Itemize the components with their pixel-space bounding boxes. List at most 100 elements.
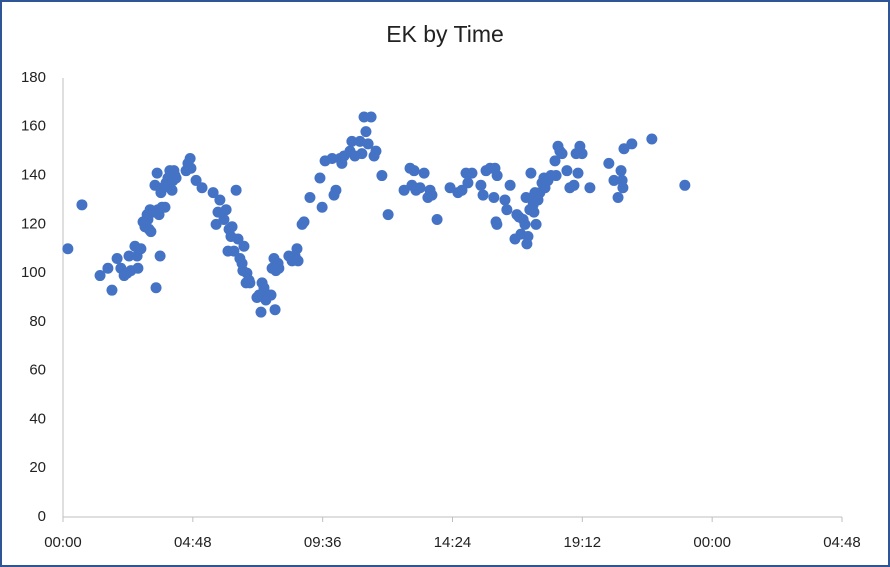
point xyxy=(232,233,244,245)
point xyxy=(346,135,358,147)
point xyxy=(572,167,584,179)
point xyxy=(519,218,531,230)
point xyxy=(561,165,573,177)
point xyxy=(556,148,568,160)
point xyxy=(326,152,338,164)
point xyxy=(679,179,691,191)
point xyxy=(618,143,630,155)
point xyxy=(150,282,162,294)
y-tick-label: 120 xyxy=(21,215,46,232)
point xyxy=(528,206,540,218)
point xyxy=(568,179,580,191)
point xyxy=(370,145,382,157)
point xyxy=(76,199,88,211)
point xyxy=(304,192,316,204)
point xyxy=(615,165,627,177)
point xyxy=(265,289,277,301)
point xyxy=(612,192,624,204)
point xyxy=(159,201,171,213)
point xyxy=(426,189,438,201)
y-tick-label: 0 xyxy=(38,508,46,525)
point xyxy=(166,184,178,196)
point xyxy=(431,213,443,225)
point xyxy=(501,204,513,216)
point xyxy=(316,201,328,213)
point xyxy=(102,262,114,274)
point xyxy=(356,148,368,160)
point xyxy=(488,192,500,204)
point xyxy=(230,184,242,196)
point xyxy=(362,138,374,150)
point xyxy=(255,306,267,318)
point xyxy=(522,231,534,243)
x-tick-label: 04:48 xyxy=(823,534,861,551)
point xyxy=(382,209,394,221)
point xyxy=(491,218,503,230)
point xyxy=(228,245,240,257)
point xyxy=(132,262,144,274)
point xyxy=(170,172,182,184)
point xyxy=(491,170,503,182)
point xyxy=(603,157,615,169)
point xyxy=(530,218,542,230)
point xyxy=(414,182,426,194)
point xyxy=(94,270,106,282)
y-tick-label: 180 xyxy=(21,69,46,86)
y-tick-label: 60 xyxy=(29,362,46,379)
point xyxy=(626,138,638,150)
point xyxy=(151,167,163,179)
point xyxy=(273,262,285,274)
point xyxy=(398,184,410,196)
point xyxy=(466,167,478,179)
point xyxy=(444,182,456,194)
point xyxy=(608,174,620,186)
point xyxy=(190,174,202,186)
point xyxy=(196,182,208,194)
point xyxy=(462,177,474,189)
point xyxy=(210,218,222,230)
y-tick-label: 40 xyxy=(29,410,46,427)
point xyxy=(499,194,511,206)
point xyxy=(298,216,310,228)
point xyxy=(111,252,123,264)
point xyxy=(525,167,537,179)
point xyxy=(106,284,118,296)
x-tick-label: 14:24 xyxy=(434,534,472,551)
y-tick-label: 20 xyxy=(29,459,46,476)
point xyxy=(549,155,561,167)
point xyxy=(292,255,304,267)
x-tick-label: 00:00 xyxy=(44,534,82,551)
point xyxy=(135,243,147,255)
point xyxy=(576,148,588,160)
point xyxy=(218,213,230,225)
point xyxy=(220,204,232,216)
y-tick-label: 160 xyxy=(21,118,46,135)
point xyxy=(238,240,250,252)
point xyxy=(154,250,166,262)
x-tick-label: 00:00 xyxy=(693,534,731,551)
y-tick-label: 80 xyxy=(29,313,46,330)
point xyxy=(185,162,197,174)
point xyxy=(62,243,74,255)
point xyxy=(456,184,468,196)
y-tick-label: 100 xyxy=(21,264,46,281)
point xyxy=(330,184,342,196)
point xyxy=(550,170,562,182)
point xyxy=(365,111,377,123)
point xyxy=(584,182,596,194)
y-tick-label: 140 xyxy=(21,167,46,184)
point xyxy=(646,133,658,145)
point xyxy=(617,182,629,194)
point xyxy=(226,221,238,233)
point xyxy=(244,277,256,289)
x-tick-label: 09:36 xyxy=(304,534,342,551)
point xyxy=(360,126,372,138)
point xyxy=(207,187,219,199)
point xyxy=(314,172,326,184)
chart-title: EK by Time xyxy=(386,21,504,47)
point xyxy=(418,167,430,179)
point xyxy=(123,250,135,262)
x-tick-label: 19:12 xyxy=(564,534,602,551)
